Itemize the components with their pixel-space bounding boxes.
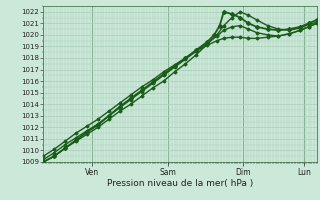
X-axis label: Pression niveau de la mer( hPa ): Pression niveau de la mer( hPa ) bbox=[107, 179, 253, 188]
